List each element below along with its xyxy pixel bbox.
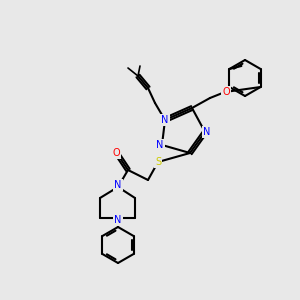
Text: N: N [114, 215, 122, 225]
Text: N: N [156, 140, 164, 150]
Text: N: N [161, 115, 169, 125]
Text: O: O [222, 87, 230, 97]
Text: S: S [155, 157, 161, 167]
Text: N: N [114, 180, 122, 190]
Text: O: O [112, 148, 120, 158]
Text: N: N [203, 127, 211, 137]
